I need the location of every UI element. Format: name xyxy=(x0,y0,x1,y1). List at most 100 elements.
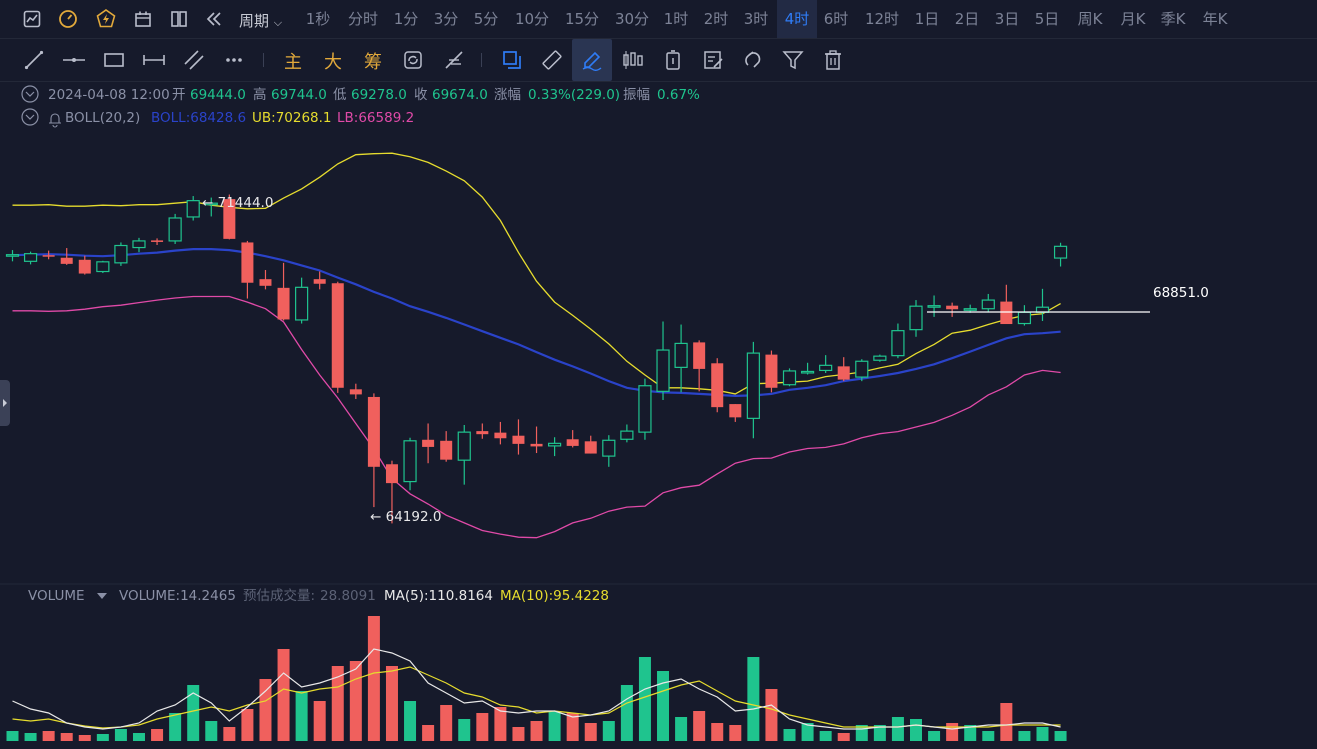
close-value: 69674.0 xyxy=(432,87,488,103)
range-icon[interactable] xyxy=(142,48,166,72)
period-3[interactable]: 3分 xyxy=(433,10,459,28)
period-4[interactable]: 5分 xyxy=(473,10,499,28)
candle xyxy=(457,424,471,485)
period-1[interactable]: 分时 xyxy=(347,10,378,28)
candle xyxy=(530,426,543,454)
candle-body xyxy=(331,283,344,388)
edit-note-icon[interactable] xyxy=(701,48,725,72)
battery-icon[interactable] xyxy=(661,48,685,72)
candle-body xyxy=(42,255,55,257)
candle-body xyxy=(873,355,887,361)
volume-bar xyxy=(494,707,507,741)
period-16[interactable]: 3日 xyxy=(994,10,1020,28)
candle xyxy=(494,421,507,445)
main-force-button[interactable]: 主 xyxy=(284,52,302,73)
line-chart-icon[interactable] xyxy=(20,7,44,31)
candle-body xyxy=(927,305,941,308)
candle-body xyxy=(440,440,453,460)
volume-bar xyxy=(801,723,814,741)
candle-body xyxy=(476,431,489,435)
period-14[interactable]: 1日 xyxy=(914,10,940,28)
chevron-down-icon: ⌵ xyxy=(273,16,283,29)
candle-body xyxy=(729,404,742,418)
lightning-icon[interactable] xyxy=(94,7,118,31)
period-12[interactable]: 6时 xyxy=(823,10,849,28)
parallel-channel-icon[interactable] xyxy=(182,48,206,72)
candle xyxy=(367,393,380,508)
filter-icon[interactable] xyxy=(781,48,805,72)
horizontal-line-icon[interactable] xyxy=(62,48,86,72)
period-17[interactable]: 5日 xyxy=(1034,10,1060,28)
period-13[interactable]: 12时 xyxy=(864,10,900,28)
candle xyxy=(746,341,760,439)
candle xyxy=(277,262,290,321)
high-value: 69744.0 xyxy=(271,87,327,103)
trend-line-icon[interactable] xyxy=(22,48,46,72)
period-dropdown[interactable]: 周期 ⌵ xyxy=(239,10,282,31)
period-7[interactable]: 30分 xyxy=(614,10,650,28)
copy-icon[interactable] xyxy=(500,48,524,72)
ohlc-info: 2024-04-08 12:00 开 69444.0 高 69744.0 低 6… xyxy=(21,85,700,103)
candle xyxy=(1017,305,1032,326)
period-bar: 周期 ⌵ 1秒 分时 1分 3分 5分 10分 15分 30分 1时 2时 3时 4时 6时 12时 1日 2… xyxy=(0,0,1317,39)
candle-body xyxy=(765,354,778,388)
volume-bar xyxy=(313,701,326,741)
candle xyxy=(674,324,688,393)
period-21[interactable]: 年K xyxy=(1202,10,1228,28)
candle-body xyxy=(186,200,200,218)
period-19[interactable]: 月K xyxy=(1120,10,1146,28)
candle-body xyxy=(638,385,652,433)
candle-body xyxy=(530,443,543,447)
candle-body xyxy=(204,202,218,206)
big-order-button[interactable]: 大 xyxy=(324,52,342,73)
layout-icon[interactable] xyxy=(167,7,191,31)
side-panel-toggle[interactable] xyxy=(0,380,10,426)
period-9[interactable]: 2时 xyxy=(703,10,729,28)
candles-icon[interactable] xyxy=(621,48,645,72)
collapse-icon[interactable] xyxy=(21,108,39,126)
volume-bar xyxy=(1036,727,1049,741)
period-5[interactable]: 10分 xyxy=(514,10,550,28)
sync-icon[interactable] xyxy=(401,48,425,72)
volume-name[interactable]: VOLUME xyxy=(28,588,85,604)
collapse-icon[interactable] xyxy=(21,85,39,103)
candle xyxy=(602,435,616,467)
ruler-icon[interactable] xyxy=(540,48,564,72)
period-11[interactable]: 4时 xyxy=(777,0,817,38)
period-20[interactable]: 季K xyxy=(1160,10,1186,28)
candle xyxy=(78,255,91,275)
calendar-icon[interactable] xyxy=(131,7,155,31)
period-8[interactable]: 1时 xyxy=(663,10,689,28)
chip-distribution-button[interactable]: 筹 xyxy=(364,52,382,73)
bell-icon[interactable] xyxy=(49,113,61,128)
amp-label: 振幅 xyxy=(623,87,650,103)
magnet-icon[interactable] xyxy=(741,48,765,72)
ma5-line xyxy=(12,648,1061,730)
more-icon[interactable] xyxy=(222,48,246,72)
candle-body xyxy=(909,305,923,331)
pen-tool-icon[interactable] xyxy=(572,39,612,81)
candle xyxy=(331,281,344,393)
triangle-down-icon[interactable] xyxy=(97,593,107,599)
period-6[interactable]: 15分 xyxy=(564,10,600,28)
candle-body xyxy=(855,360,869,378)
candle-body xyxy=(620,430,634,440)
candle-body xyxy=(746,352,760,419)
rectangle-icon[interactable] xyxy=(102,48,126,72)
volume-bar xyxy=(530,721,543,741)
speedometer-icon[interactable] xyxy=(56,7,80,31)
period-15[interactable]: 2日 xyxy=(954,10,980,28)
rewind-icon[interactable] xyxy=(202,7,226,31)
period-0[interactable]: 1秒 xyxy=(305,10,331,28)
period-2[interactable]: 1分 xyxy=(393,10,419,28)
candle xyxy=(385,460,398,524)
period-10[interactable]: 3时 xyxy=(743,10,769,28)
period-18[interactable]: 周K xyxy=(1077,10,1103,28)
ruler-slash-icon[interactable] xyxy=(442,48,466,72)
trash-icon[interactable] xyxy=(821,48,845,72)
kline-chart[interactable]: 2024-04-08 12:00 开 69444.0 高 69744.0 低 6… xyxy=(0,82,1317,749)
volume-bar xyxy=(422,725,435,741)
candle-body xyxy=(547,442,562,447)
volume-bar xyxy=(295,691,308,741)
candle-body xyxy=(385,464,398,484)
